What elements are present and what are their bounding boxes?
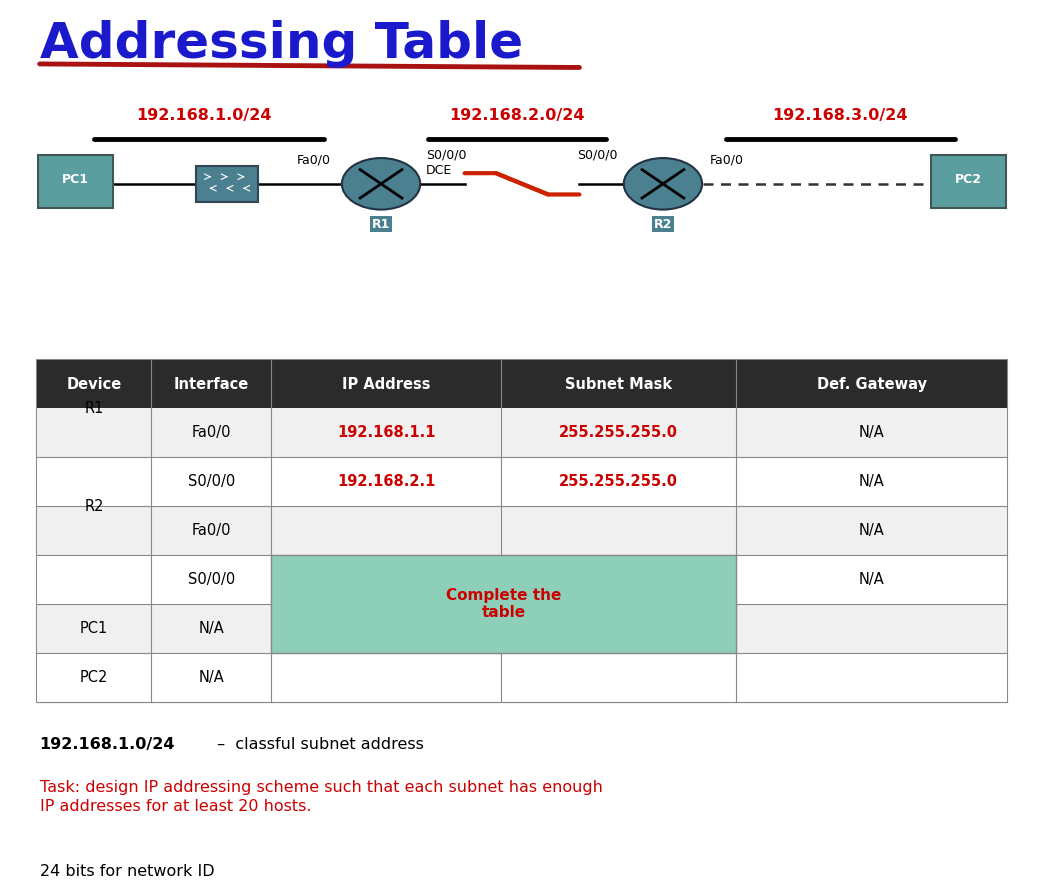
Text: N/A: N/A: [198, 670, 224, 685]
Text: 192.168.2.1: 192.168.2.1: [337, 474, 435, 489]
FancyBboxPatch shape: [196, 166, 258, 202]
Text: N/A: N/A: [198, 621, 224, 636]
Text: Addressing Table: Addressing Table: [40, 20, 523, 67]
Bar: [37, 360, 1007, 702]
Text: IP Address: IP Address: [342, 377, 430, 392]
Bar: [37, 653, 1007, 702]
Text: N/A: N/A: [859, 425, 884, 440]
Text: 255.255.255.0: 255.255.255.0: [560, 474, 678, 489]
Ellipse shape: [342, 158, 420, 210]
Text: 192.168.3.0/24: 192.168.3.0/24: [773, 107, 908, 123]
Bar: [37, 604, 1007, 653]
Text: R2: R2: [85, 499, 103, 513]
Text: Subnet Mask: Subnet Mask: [565, 377, 672, 392]
Text: PC1: PC1: [79, 621, 109, 636]
Text: –  classful subnet address: – classful subnet address: [212, 737, 424, 752]
Text: 24 bits for network ID: 24 bits for network ID: [40, 864, 214, 879]
Ellipse shape: [624, 158, 703, 210]
Text: Interface: Interface: [173, 377, 250, 392]
Text: R1: R1: [372, 218, 390, 231]
Text: Fa0/0: Fa0/0: [192, 523, 231, 538]
Text: PC1: PC1: [62, 173, 89, 186]
Bar: [37, 555, 1007, 604]
FancyBboxPatch shape: [931, 155, 1006, 208]
FancyBboxPatch shape: [38, 155, 113, 208]
Text: N/A: N/A: [859, 572, 884, 587]
Text: PC2: PC2: [79, 670, 109, 685]
Text: R1: R1: [85, 401, 103, 416]
Text: Fa0/0: Fa0/0: [296, 153, 331, 166]
Text: DCE: DCE: [426, 163, 452, 177]
Text: R2: R2: [654, 218, 672, 231]
Text: Task: design IP addressing scheme such that each subnet has enough
IP addresses : Task: design IP addressing scheme such t…: [40, 780, 602, 814]
Text: Device: Device: [67, 377, 121, 392]
Bar: [37, 457, 1007, 506]
Text: 192.168.2.0/24: 192.168.2.0/24: [449, 107, 585, 123]
Text: 255.255.255.0: 255.255.255.0: [560, 425, 678, 440]
Text: Complete the
table: Complete the table: [446, 588, 562, 620]
Bar: [271, 555, 736, 653]
Text: PC2: PC2: [955, 173, 982, 186]
Text: Fa0/0: Fa0/0: [192, 425, 231, 440]
Bar: [37, 506, 1007, 555]
Text: N/A: N/A: [859, 474, 884, 489]
Text: N/A: N/A: [859, 523, 884, 538]
Bar: [37, 408, 1007, 457]
Text: S0/0/0: S0/0/0: [426, 148, 467, 162]
Bar: [37, 360, 1007, 408]
Text: S0/0/0: S0/0/0: [188, 474, 235, 489]
Text: 192.168.1.0/24: 192.168.1.0/24: [40, 737, 175, 752]
Text: Fa0/0: Fa0/0: [710, 153, 744, 166]
Text: 192.168.1.1: 192.168.1.1: [337, 425, 435, 440]
Text: 192.168.1.0/24: 192.168.1.0/24: [136, 107, 271, 123]
Text: S0/0/0: S0/0/0: [577, 148, 618, 162]
Text: Def. Gateway: Def. Gateway: [816, 377, 927, 392]
Text: S0/0/0: S0/0/0: [188, 572, 235, 587]
